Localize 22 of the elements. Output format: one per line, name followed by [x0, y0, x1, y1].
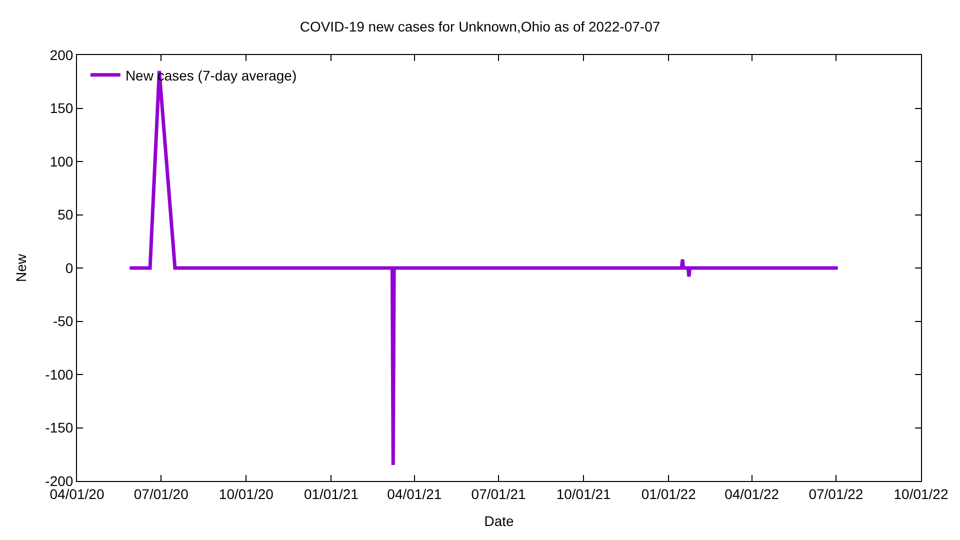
- x-tick-label: 07/01/22: [808, 486, 864, 502]
- x-tick-label: 07/01/20: [134, 486, 189, 502]
- x-tick-label: 10/01/22: [894, 486, 948, 502]
- x-tick-label: 04/01/21: [387, 486, 442, 502]
- y-tick-label: 150: [50, 100, 74, 116]
- y-tick-label: 0: [65, 260, 74, 276]
- x-tick-label: 01/01/21: [304, 486, 359, 502]
- x-axis-title: Date: [484, 513, 514, 530]
- chart-title: COVID-19 new cases for Unknown,Ohio as of 2022-07-07: [300, 18, 660, 34]
- y-tick-label: -100: [45, 366, 74, 382]
- y-tick-label: 100: [50, 153, 74, 170]
- y-tick-label: 200: [50, 46, 74, 63]
- y-tick-label: -50: [52, 313, 74, 330]
- y-tick-label: 50: [58, 206, 74, 223]
- x-tick-label: 10/01/21: [556, 486, 612, 502]
- y-tick-label: -150: [45, 420, 74, 436]
- y-axis-title: New: [12, 253, 29, 282]
- x-tick-label: 04/01/22: [724, 486, 780, 502]
- line-series: [128, 69, 840, 467]
- x-tick-label: 07/01/21: [471, 486, 526, 502]
- x-tick-label: 10/01/20: [218, 486, 274, 502]
- x-tick-label: 01/01/22: [641, 486, 696, 502]
